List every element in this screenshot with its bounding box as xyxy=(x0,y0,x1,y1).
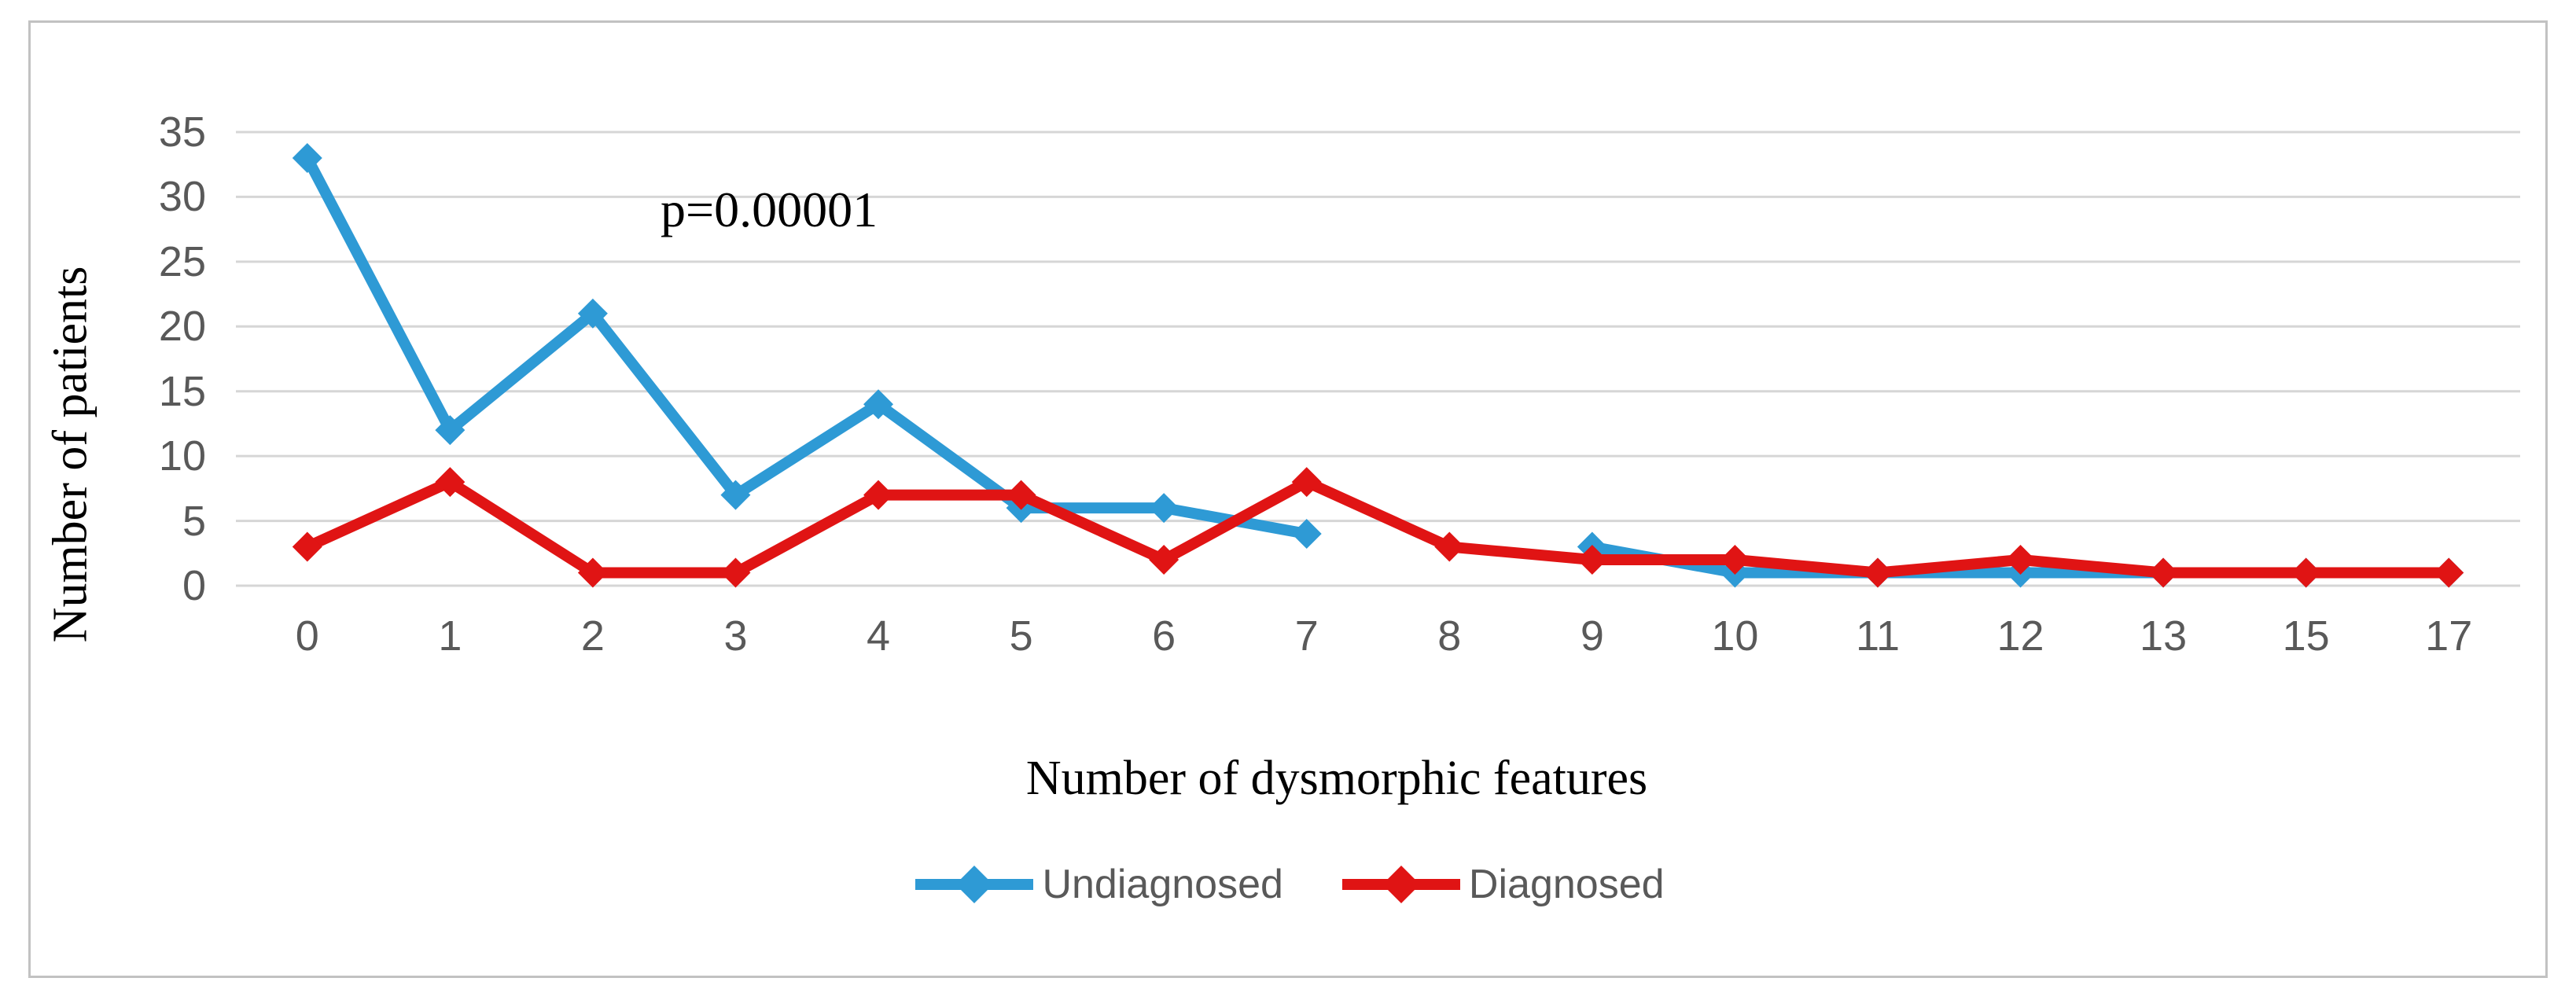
legend-marker-icon xyxy=(1341,866,1460,903)
p-value-annotation: p=0.00001 xyxy=(661,182,878,237)
x-tick-label: 9 xyxy=(1580,612,1604,660)
x-tick-label: 11 xyxy=(1855,612,1900,660)
data-point-marker xyxy=(1006,480,1036,510)
series-markers-diagnosed xyxy=(292,467,2464,588)
data-point-marker xyxy=(2148,557,2179,588)
data-point-marker xyxy=(577,298,608,329)
y-tick-label: 25 xyxy=(158,237,206,285)
series-line-undiagnosed xyxy=(301,152,1312,540)
series-line-diagnosed xyxy=(301,476,2455,579)
figure-border xyxy=(28,20,2548,978)
data-point-marker xyxy=(292,531,322,562)
y-tick-label: 5 xyxy=(182,497,206,545)
legend-item-diagnosed: Diagnosed xyxy=(1338,857,1665,912)
x-tick-label: 0 xyxy=(295,612,319,660)
data-point-marker xyxy=(435,415,466,446)
data-point-marker xyxy=(435,467,466,498)
x-tick-label: 4 xyxy=(867,612,891,660)
y-tick-label: 0 xyxy=(182,562,206,609)
y-tick-label: 20 xyxy=(158,303,206,351)
x-tick-label: 12 xyxy=(1996,612,2044,660)
data-point-marker xyxy=(1720,545,1750,575)
data-point-marker xyxy=(2005,545,2036,575)
x-tick-label: 5 xyxy=(1009,612,1033,660)
y-tick-label: 15 xyxy=(158,367,206,415)
x-tick-label: 1 xyxy=(438,612,462,660)
data-point-marker xyxy=(1149,545,1179,575)
legend-label: Diagnosed xyxy=(1468,862,1665,907)
data-point-marker xyxy=(863,480,894,510)
data-point-marker xyxy=(720,480,751,510)
x-tick-label: 2 xyxy=(580,612,605,660)
data-point-marker xyxy=(577,557,608,588)
data-point-marker xyxy=(1434,531,1465,562)
x-tick-label: 6 xyxy=(1152,612,1176,660)
x-tick-label: 3 xyxy=(723,612,748,660)
y-tick-label: 10 xyxy=(158,432,206,480)
data-point-marker xyxy=(1577,545,1607,575)
x-tick-label: 7 xyxy=(1294,612,1319,660)
legend: Undiagnosed Diagnosed xyxy=(0,857,2576,912)
y-tick-label: 35 xyxy=(158,108,206,156)
legend-item-undiagnosed: Undiagnosed xyxy=(911,857,1283,912)
data-point-marker xyxy=(1862,557,1893,588)
legend-label: Undiagnosed xyxy=(1042,862,1283,907)
data-point-marker xyxy=(2434,557,2464,588)
data-point-marker xyxy=(1149,493,1179,524)
x-tick-label: 15 xyxy=(2282,612,2330,660)
x-tick-label: 17 xyxy=(2425,612,2473,660)
data-point-marker xyxy=(1291,467,1322,498)
x-tick-label: 13 xyxy=(2140,612,2188,660)
x-axis-title: Number of dysmorphic features xyxy=(1025,752,1648,805)
x-tick-label: 10 xyxy=(1711,612,1759,660)
y-tick-label: 30 xyxy=(158,173,206,221)
data-point-marker xyxy=(720,557,751,588)
data-point-marker xyxy=(292,142,322,173)
data-point-marker xyxy=(1291,519,1322,550)
legend-marker-icon xyxy=(915,866,1034,903)
data-point-marker xyxy=(2291,557,2321,588)
x-tick-label: 8 xyxy=(1437,612,1462,660)
data-point-marker xyxy=(863,389,894,420)
